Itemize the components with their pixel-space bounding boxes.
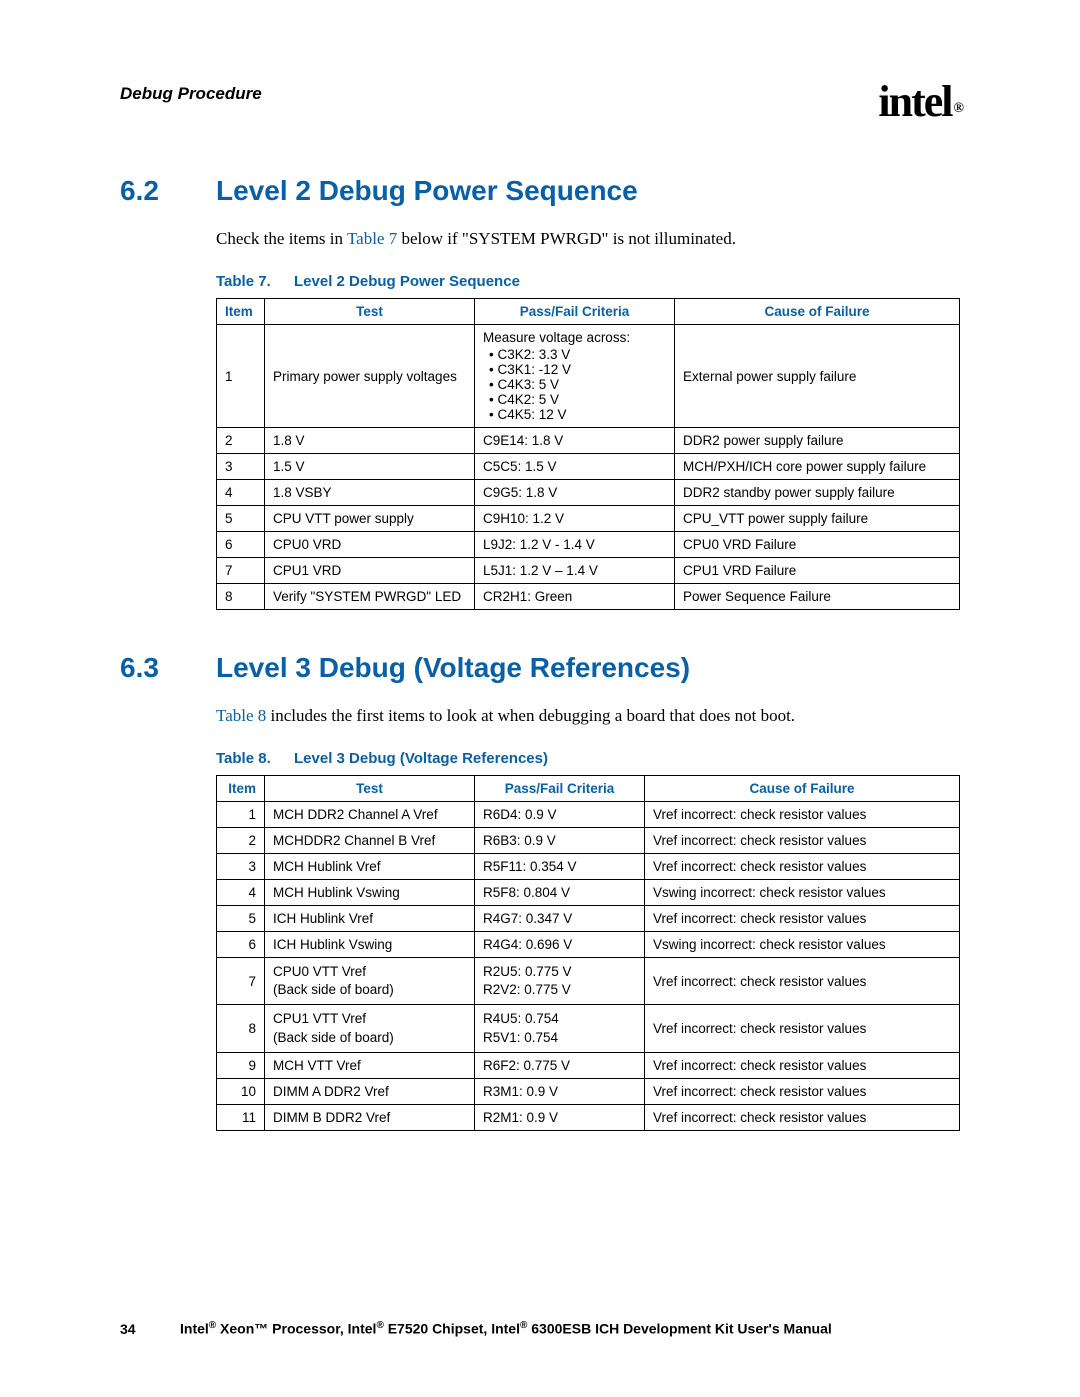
table-row: 3MCH Hublink VrefR5F11: 0.354 VVref inco…	[217, 854, 960, 880]
table-row: 1MCH DDR2 Channel A VrefR6D4: 0.9 VVref …	[217, 802, 960, 828]
table-row: 1 Primary power supply voltages Measure …	[217, 325, 960, 428]
table-7: Item Test Pass/Fail Criteria Cause of Fa…	[216, 298, 960, 610]
page-footer: 34 Intel® Xeon™ Processor, Intel® E7520 …	[120, 1320, 960, 1337]
section-63-paragraph: Table 8 includes the first items to look…	[216, 706, 960, 726]
section-number: 6.2	[120, 175, 176, 207]
header-title: Debug Procedure	[120, 76, 262, 104]
footer-text: Intel® Xeon™ Processor, Intel® E7520 Chi…	[180, 1320, 832, 1337]
table-row: 5CPU VTT power supplyC9H10: 1.2 VCPU_VTT…	[217, 506, 960, 532]
table-row: 9MCH VTT VrefR6F2: 0.775 VVref incorrect…	[217, 1052, 960, 1078]
table-row: 7CPU1 VRDL5J1: 1.2 V – 1.4 VCPU1 VRD Fai…	[217, 558, 960, 584]
table-row: 2MCHDDR2 Channel B VrefR6B3: 0.9 VVref i…	[217, 828, 960, 854]
table-row: 4MCH Hublink VswingR5F8: 0.804 VVswing i…	[217, 880, 960, 906]
page-header: Debug Procedure intel®	[120, 76, 960, 127]
table-row: 8CPU1 VTT Vref(Back side of board)R4U5: …	[217, 1005, 960, 1052]
section-number: 6.3	[120, 652, 176, 684]
table-7-caption: Table 7.Level 2 Debug Power Sequence	[216, 273, 960, 290]
table-7-link[interactable]: Table 7	[347, 229, 397, 248]
table-8: Item Test Pass/Fail Criteria Cause of Fa…	[216, 775, 960, 1131]
section-62-paragraph: Check the items in Table 7 below if "SYS…	[216, 229, 960, 249]
page-number: 34	[120, 1321, 150, 1337]
section-title: Level 3 Debug (Voltage References)	[216, 652, 690, 684]
table-row: 6CPU0 VRDL9J2: 1.2 V - 1.4 VCPU0 VRD Fai…	[217, 532, 960, 558]
table-row: 21.8 VC9E14: 1.8 VDDR2 power supply fail…	[217, 428, 960, 454]
table-row: 41.8 VSBYC9G5: 1.8 VDDR2 standby power s…	[217, 480, 960, 506]
table-row: 10DIMM A DDR2 VrefR3M1: 0.9 VVref incorr…	[217, 1078, 960, 1104]
intel-logo: intel®	[878, 76, 960, 127]
table-8-link[interactable]: Table 8	[216, 706, 266, 725]
section-6-3: 6.3 Level 3 Debug (Voltage References) T…	[120, 652, 960, 1131]
table-row: 31.5 VC5C5: 1.5 VMCH/PXH/ICH core power …	[217, 454, 960, 480]
table-header-row: Item Test Pass/Fail Criteria Cause of Fa…	[217, 299, 960, 325]
table-row: 8Verify "SYSTEM PWRGD" LEDCR2H1: GreenPo…	[217, 584, 960, 610]
table-8-caption: Table 8.Level 3 Debug (Voltage Reference…	[216, 750, 960, 767]
table-row: 5ICH Hublink VrefR4G7: 0.347 VVref incor…	[217, 906, 960, 932]
table-row: 7CPU0 VTT Vref(Back side of board)R2U5: …	[217, 958, 960, 1005]
table-row: 6ICH Hublink VswingR4G4: 0.696 VVswing i…	[217, 932, 960, 958]
table-row: 11DIMM B DDR2 VrefR2M1: 0.9 VVref incorr…	[217, 1104, 960, 1130]
criteria-list: Measure voltage across: C3K2: 3.3 V C3K1…	[483, 330, 666, 422]
section-title: Level 2 Debug Power Sequence	[216, 175, 638, 207]
table-header-row: Item Test Pass/Fail Criteria Cause of Fa…	[217, 776, 960, 802]
section-6-2: 6.2 Level 2 Debug Power Sequence Check t…	[120, 175, 960, 610]
